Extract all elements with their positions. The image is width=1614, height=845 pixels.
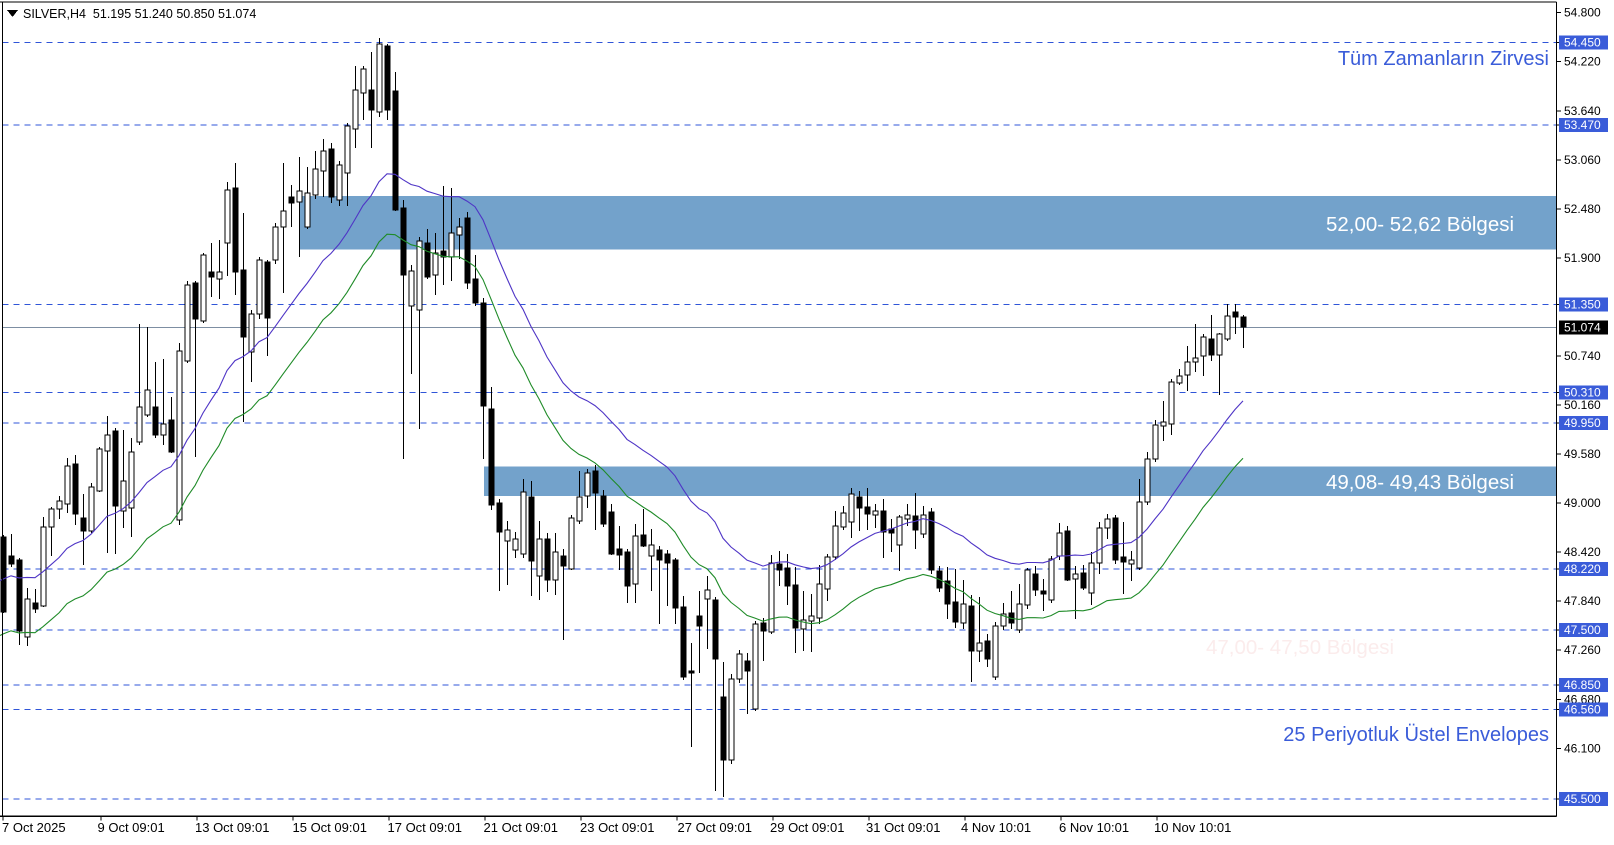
svg-text:54.800: 54.800 — [1564, 6, 1601, 20]
svg-text:29 Oct 09:01: 29 Oct 09:01 — [770, 820, 844, 835]
svg-text:51.900: 51.900 — [1564, 251, 1601, 265]
svg-text:6 Nov 10:01: 6 Nov 10:01 — [1059, 820, 1129, 835]
svg-text:9 Oct 09:01: 9 Oct 09:01 — [98, 820, 165, 835]
svg-text:49.950: 49.950 — [1564, 416, 1601, 430]
svg-text:10 Nov 10:01: 10 Nov 10:01 — [1154, 820, 1231, 835]
svg-text:54.220: 54.220 — [1564, 55, 1601, 69]
svg-text:23 Oct 09:01: 23 Oct 09:01 — [580, 820, 654, 835]
svg-text:27 Oct 09:01: 27 Oct 09:01 — [678, 820, 752, 835]
svg-text:53.470: 53.470 — [1564, 118, 1601, 132]
svg-text:49.000: 49.000 — [1564, 496, 1601, 510]
svg-text:49,08- 49,43 Bölgesi: 49,08- 49,43 Bölgesi — [1326, 471, 1514, 494]
svg-text:53.060: 53.060 — [1564, 153, 1601, 167]
svg-text:31 Oct 09:01: 31 Oct 09:01 — [866, 820, 940, 835]
svg-text:4 Nov 10:01: 4 Nov 10:01 — [961, 820, 1031, 835]
svg-text:47.840: 47.840 — [1564, 594, 1601, 608]
svg-text:SILVER,H4 51.195 51.240 50.85: SILVER,H4 51.195 51.240 50.850 51.074 — [23, 7, 256, 21]
svg-text:54.450: 54.450 — [1564, 35, 1601, 49]
svg-text:46.850: 46.850 — [1564, 678, 1601, 692]
svg-text:47,00- 47,50 Bölgesi: 47,00- 47,50 Bölgesi — [1206, 636, 1394, 659]
svg-text:17 Oct 09:01: 17 Oct 09:01 — [388, 820, 462, 835]
svg-text:47.500: 47.500 — [1564, 623, 1601, 637]
svg-text:46.560: 46.560 — [1564, 702, 1601, 716]
svg-text:51.074: 51.074 — [1564, 321, 1601, 335]
svg-text:51.350: 51.350 — [1564, 297, 1601, 311]
svg-text:50.740: 50.740 — [1564, 349, 1601, 363]
svg-text:50.160: 50.160 — [1564, 398, 1601, 412]
svg-text:48.220: 48.220 — [1564, 562, 1601, 576]
svg-text:13 Oct 09:01: 13 Oct 09:01 — [195, 820, 269, 835]
svg-text:47.260: 47.260 — [1564, 643, 1601, 657]
svg-text:15 Oct 09:01: 15 Oct 09:01 — [293, 820, 367, 835]
svg-text:7 Oct 2025: 7 Oct 2025 — [2, 820, 66, 835]
svg-text:52.480: 52.480 — [1564, 202, 1601, 216]
svg-text:50.310: 50.310 — [1564, 385, 1601, 399]
svg-text:53.640: 53.640 — [1564, 104, 1601, 118]
svg-text:21 Oct 09:01: 21 Oct 09:01 — [484, 820, 558, 835]
svg-text:49.580: 49.580 — [1564, 447, 1601, 461]
svg-text:48.420: 48.420 — [1564, 545, 1601, 559]
svg-text:Tüm Zamanların Zirvesi: Tüm Zamanların Zirvesi — [1338, 48, 1549, 70]
svg-text:52,00- 52,62 Bölgesi: 52,00- 52,62 Bölgesi — [1326, 213, 1514, 236]
svg-text:45.500: 45.500 — [1564, 792, 1601, 806]
svg-text:46.100: 46.100 — [1564, 741, 1601, 755]
svg-text:25 Periyotluk Üstel Envelopes: 25 Periyotluk Üstel Envelopes — [1283, 724, 1549, 746]
